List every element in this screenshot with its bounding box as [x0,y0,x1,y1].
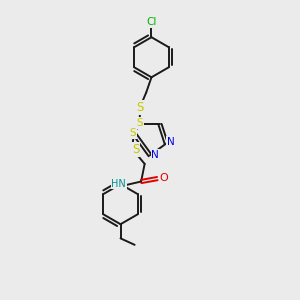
Text: O: O [159,173,168,183]
Text: S: S [136,101,143,114]
Text: N: N [152,150,159,160]
Text: S: S [132,142,140,156]
Text: S: S [129,128,136,138]
Text: HN: HN [111,178,126,189]
Text: N: N [167,137,175,147]
Text: Cl: Cl [146,17,157,27]
Text: S: S [136,118,143,128]
